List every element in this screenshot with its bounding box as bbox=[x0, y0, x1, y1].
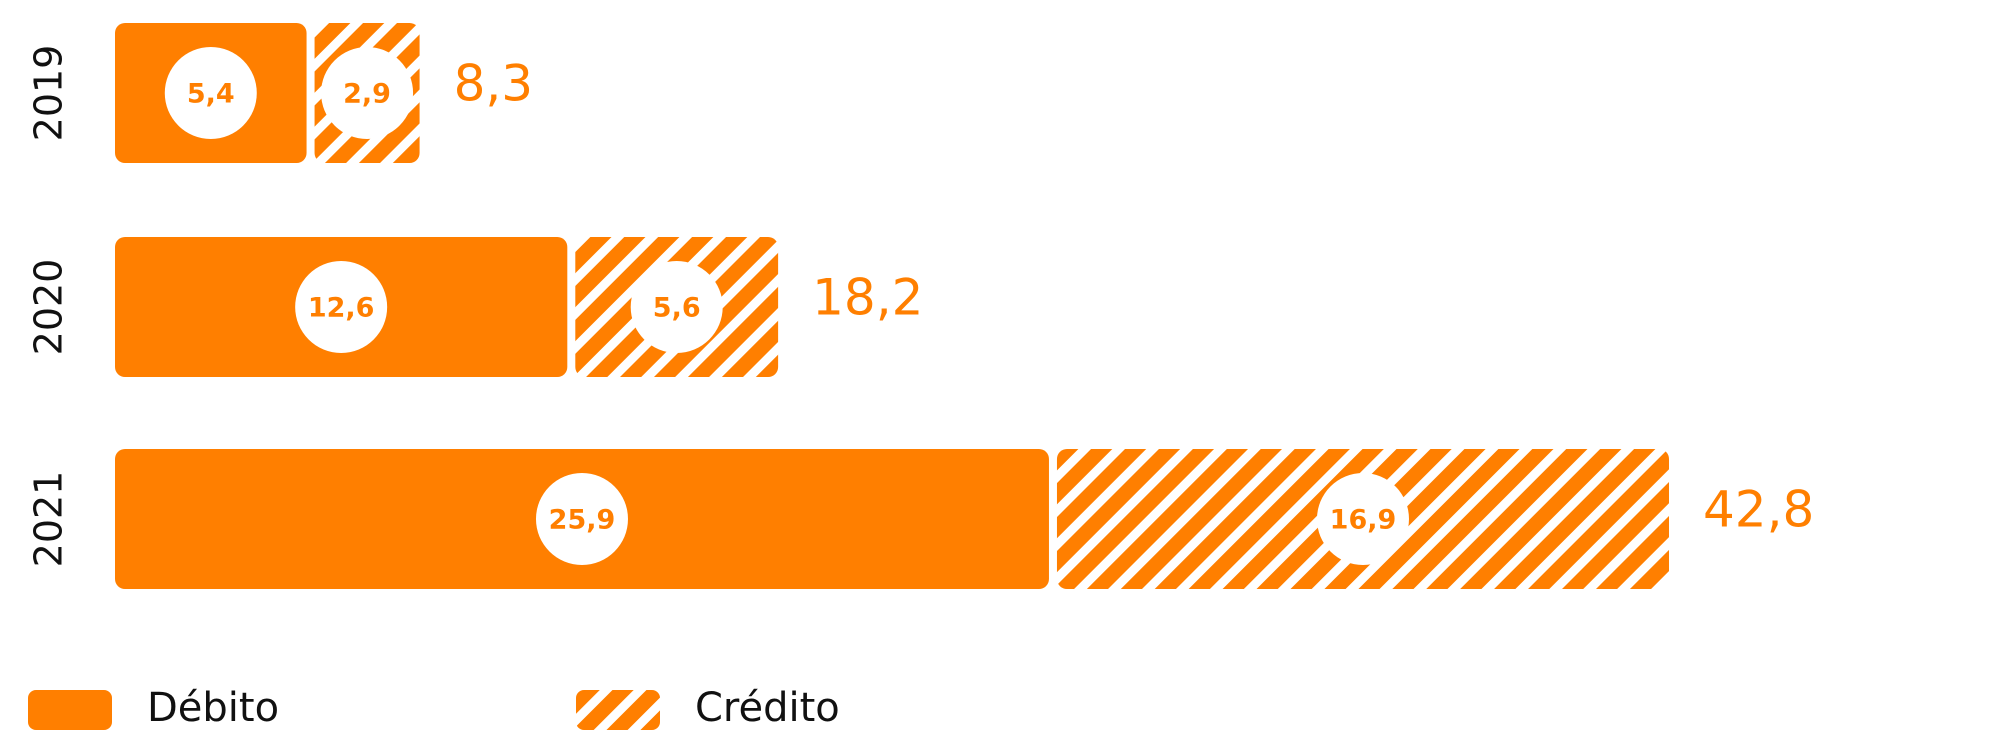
value-badge bbox=[1316, 473, 1409, 565]
legend-label: Débito bbox=[147, 685, 279, 731]
value-badge bbox=[321, 47, 414, 139]
legend-swatch bbox=[576, 690, 660, 730]
total-label: 42,8 bbox=[1703, 481, 1814, 539]
category-label: 2021 bbox=[27, 471, 71, 568]
value-label: 5,4 bbox=[187, 79, 235, 110]
value-badge bbox=[535, 473, 628, 565]
value-label: 25,9 bbox=[549, 505, 616, 536]
legend-swatch bbox=[28, 690, 112, 730]
value-label: 5,6 bbox=[653, 293, 701, 324]
value-badge bbox=[295, 261, 388, 353]
value-label: 12,6 bbox=[308, 293, 375, 324]
category-label: 2019 bbox=[27, 45, 71, 142]
total-label: 18,2 bbox=[812, 269, 923, 327]
category-label: 2020 bbox=[27, 259, 71, 356]
value-label: 16,9 bbox=[1330, 505, 1397, 536]
value-badge bbox=[164, 47, 257, 139]
total-label: 8,3 bbox=[454, 55, 534, 113]
value-badge bbox=[630, 261, 723, 353]
legend-label: Crédito bbox=[695, 685, 840, 731]
value-label: 2,9 bbox=[343, 79, 391, 110]
